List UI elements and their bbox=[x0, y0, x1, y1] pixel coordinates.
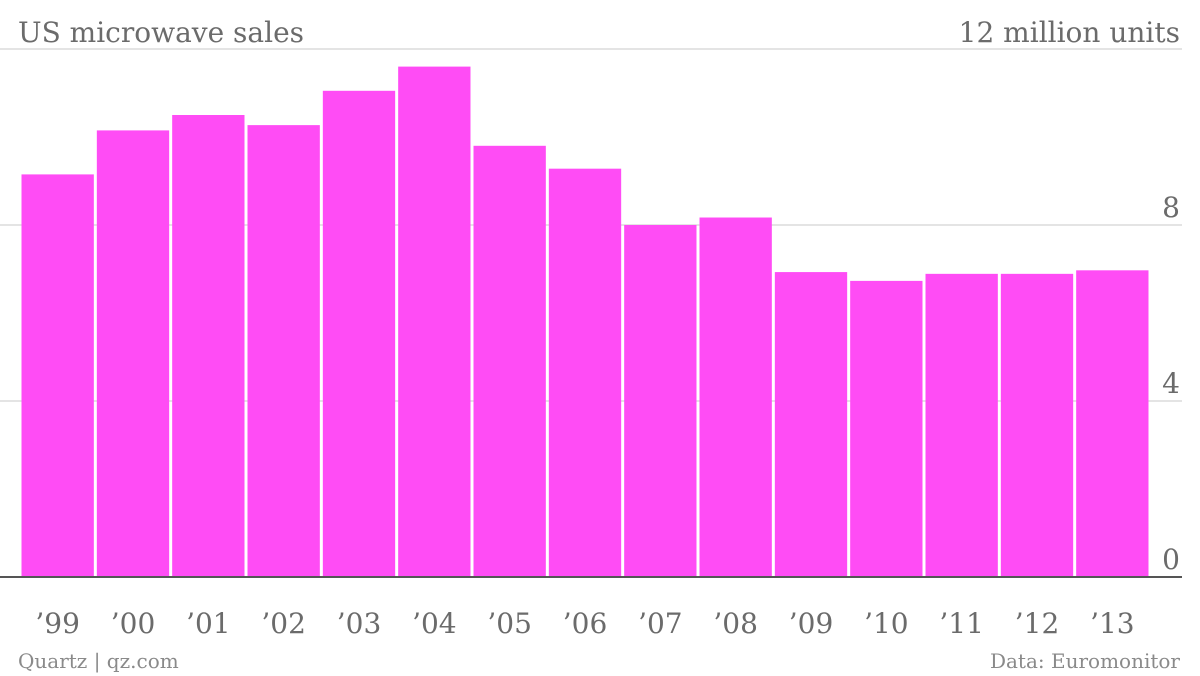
chart-unit-label: 12 million units bbox=[959, 16, 1180, 49]
y-tick-label: 4 bbox=[1162, 367, 1180, 400]
x-tick-label: ’03 bbox=[337, 607, 382, 640]
chart-title: US microwave sales bbox=[18, 16, 304, 49]
bar bbox=[850, 280, 923, 577]
bar bbox=[172, 115, 245, 577]
bar bbox=[21, 174, 94, 577]
x-tick-label: ’11 bbox=[939, 607, 984, 640]
y-tick-label: 8 bbox=[1162, 191, 1180, 224]
bar bbox=[96, 130, 170, 577]
bar bbox=[247, 125, 320, 578]
y-tick-label: 0 bbox=[1162, 543, 1180, 576]
x-tick-label: ’13 bbox=[1090, 607, 1135, 640]
axes: 0 4 8 ’99 ’00 ’01 ’02 ’03 ’04 ’05 ’06 ’07 ’08 ’09 ’10 ’… bbox=[0, 191, 1182, 640]
x-tick-label: ’02 bbox=[261, 607, 306, 640]
x-tick-label: ’12 bbox=[1015, 607, 1060, 640]
bar bbox=[774, 272, 848, 577]
bar bbox=[322, 90, 396, 578]
x-tick-label: ’05 bbox=[487, 607, 532, 640]
x-tick-label: ’07 bbox=[638, 607, 683, 640]
x-tick-label: ’01 bbox=[186, 607, 231, 640]
x-tick-label: ’04 bbox=[412, 607, 457, 640]
x-tick-label: ’08 bbox=[713, 607, 758, 640]
x-tick-label: ’99 bbox=[35, 607, 80, 640]
bar bbox=[1076, 270, 1149, 577]
x-tick-label: ’06 bbox=[563, 607, 608, 640]
bar bbox=[548, 168, 622, 577]
bar bbox=[398, 66, 471, 577]
bar bbox=[473, 145, 546, 578]
bars bbox=[21, 66, 1149, 578]
x-tick-label: ’00 bbox=[111, 607, 156, 640]
bar bbox=[925, 273, 998, 577]
source-credit: Quartz | qz.com bbox=[18, 649, 179, 674]
x-tick-label: ’10 bbox=[864, 607, 909, 640]
x-tick-label: ’09 bbox=[789, 607, 834, 640]
bar bbox=[1000, 273, 1074, 577]
bar bbox=[699, 217, 772, 577]
data-source: Data: Euromonitor bbox=[990, 649, 1180, 673]
bar bbox=[624, 225, 697, 577]
